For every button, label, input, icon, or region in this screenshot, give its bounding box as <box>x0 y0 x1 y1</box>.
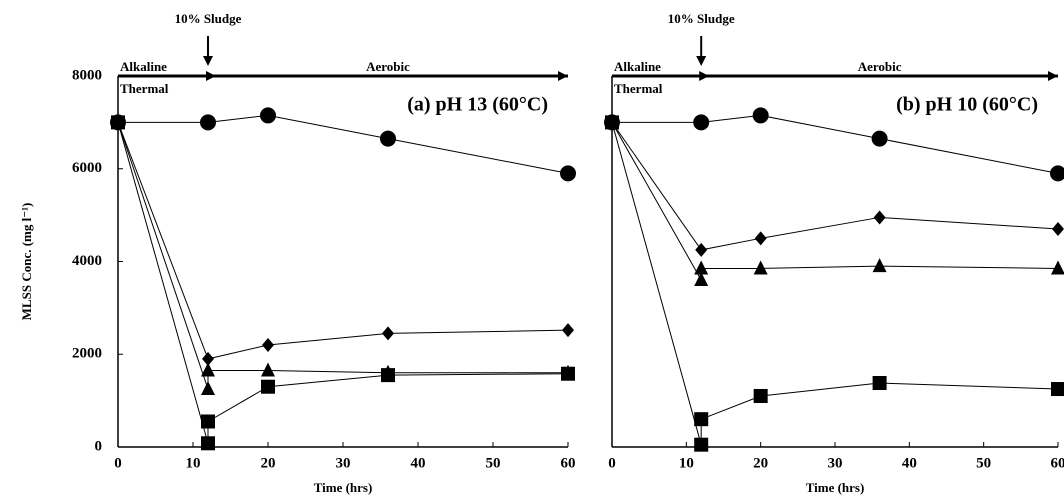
marker <box>201 414 215 429</box>
x-tick-label: 60 <box>561 455 576 471</box>
series-line <box>118 114 569 174</box>
series-line <box>612 114 1059 174</box>
marker <box>1051 382 1064 397</box>
marker <box>262 337 274 352</box>
marker <box>562 323 574 338</box>
marker <box>201 436 215 451</box>
marker <box>872 258 887 273</box>
marker <box>694 260 709 275</box>
annotation: Thermal <box>120 81 169 96</box>
x-tick-label: 0 <box>608 455 616 471</box>
y-tick-label: 0 <box>95 438 103 454</box>
marker <box>201 362 215 377</box>
x-tick-label: 50 <box>976 455 991 471</box>
marker <box>381 368 395 383</box>
series-line <box>611 122 1059 251</box>
marker <box>695 242 708 257</box>
arrow-head <box>558 71 568 81</box>
marker <box>872 376 887 391</box>
x-tick-label: 20 <box>753 455 768 471</box>
marker <box>605 115 619 130</box>
x-tick-label: 0 <box>114 455 122 471</box>
marker <box>380 130 396 147</box>
annotation: Alkaline <box>120 59 167 74</box>
x-tick-label: 20 <box>261 455 276 471</box>
y-tick-label: 4000 <box>72 253 102 269</box>
marker <box>753 260 768 275</box>
marker <box>1050 165 1064 182</box>
y-tick-label: 8000 <box>72 67 102 83</box>
x-tick-label: 30 <box>828 455 843 471</box>
series-line <box>117 122 569 444</box>
marker <box>1052 222 1064 237</box>
marker <box>260 107 276 124</box>
x-tick-label: 10 <box>679 455 694 471</box>
y-axis-label: MLSS Conc. (mg l⁻¹) <box>19 203 34 321</box>
marker <box>1051 260 1064 275</box>
marker <box>693 114 710 131</box>
x-tick-label: 10 <box>186 455 201 471</box>
marker <box>752 107 769 124</box>
series-line <box>611 122 1059 282</box>
marker <box>261 362 275 377</box>
marker <box>261 379 275 394</box>
annotation: Aerobic <box>858 59 902 74</box>
arrow-head <box>203 56 213 66</box>
annotation: 10% Sludge <box>668 11 735 26</box>
marker <box>202 351 214 366</box>
marker <box>753 388 768 403</box>
marker <box>382 326 394 341</box>
arrow-head <box>699 71 710 81</box>
x-tick-label: 50 <box>486 455 501 471</box>
marker <box>871 130 888 147</box>
marker <box>561 366 575 381</box>
series-line <box>611 122 1059 445</box>
series-line <box>117 122 568 390</box>
marker <box>111 115 125 130</box>
annotation: Alkaline <box>614 59 661 74</box>
arrow-head <box>696 56 707 66</box>
panel-label: (a) pH 13 (60°C) <box>407 94 548 116</box>
x-tick-label: 40 <box>902 455 917 471</box>
marker <box>560 165 576 182</box>
annotation: Aerobic <box>366 59 410 74</box>
marker <box>873 210 886 225</box>
annotation: Thermal <box>614 81 663 96</box>
arrow-head <box>1048 71 1058 81</box>
marker <box>694 437 709 452</box>
marker <box>694 272 709 287</box>
marker <box>694 412 709 427</box>
marker <box>200 114 216 131</box>
panel-label: (b) pH 10 (60°C) <box>896 94 1038 116</box>
marker <box>754 231 767 246</box>
x-tick-label: 40 <box>411 455 426 471</box>
x-tick-label: 30 <box>336 455 351 471</box>
x-axis-label: Time (hrs) <box>806 480 865 495</box>
x-tick-label: 60 <box>1051 455 1064 471</box>
y-tick-label: 6000 <box>72 160 102 176</box>
annotation: 10% Sludge <box>175 11 242 26</box>
y-tick-label: 2000 <box>72 346 102 362</box>
x-axis-label: Time (hrs) <box>314 480 373 495</box>
arrow-head <box>206 71 216 81</box>
marker <box>201 381 215 396</box>
